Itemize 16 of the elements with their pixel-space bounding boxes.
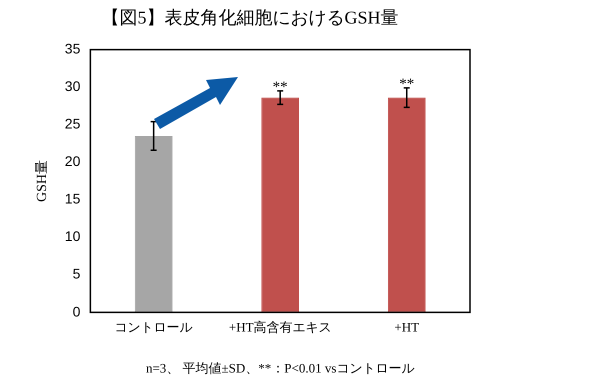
annotation: **	[272, 79, 288, 96]
y-tick-label: 25	[64, 116, 81, 132]
x-tick-label: +HT	[394, 320, 420, 335]
y-tick-label: 0	[72, 303, 81, 320]
y-tick-label: 20	[64, 153, 81, 170]
chart-title: 【図5】表皮角化細胞におけるGSH量	[101, 8, 399, 28]
x-tick-label: コントロール	[114, 320, 193, 335]
y-axis-title: GSH量	[35, 160, 50, 202]
y-tick-label: 35	[64, 40, 81, 56]
y-tick-label: 15	[64, 190, 81, 207]
y-tick-label: 5	[72, 266, 81, 282]
text: n=3、 平均値±SD、**：P<0.01 vsコントロール	[146, 360, 414, 376]
y-tick-label: 30	[64, 78, 81, 94]
y-tick-label: 10	[64, 228, 81, 244]
annotation: **	[399, 76, 414, 92]
x-tick-label: +HT高含有エキス	[228, 320, 332, 335]
